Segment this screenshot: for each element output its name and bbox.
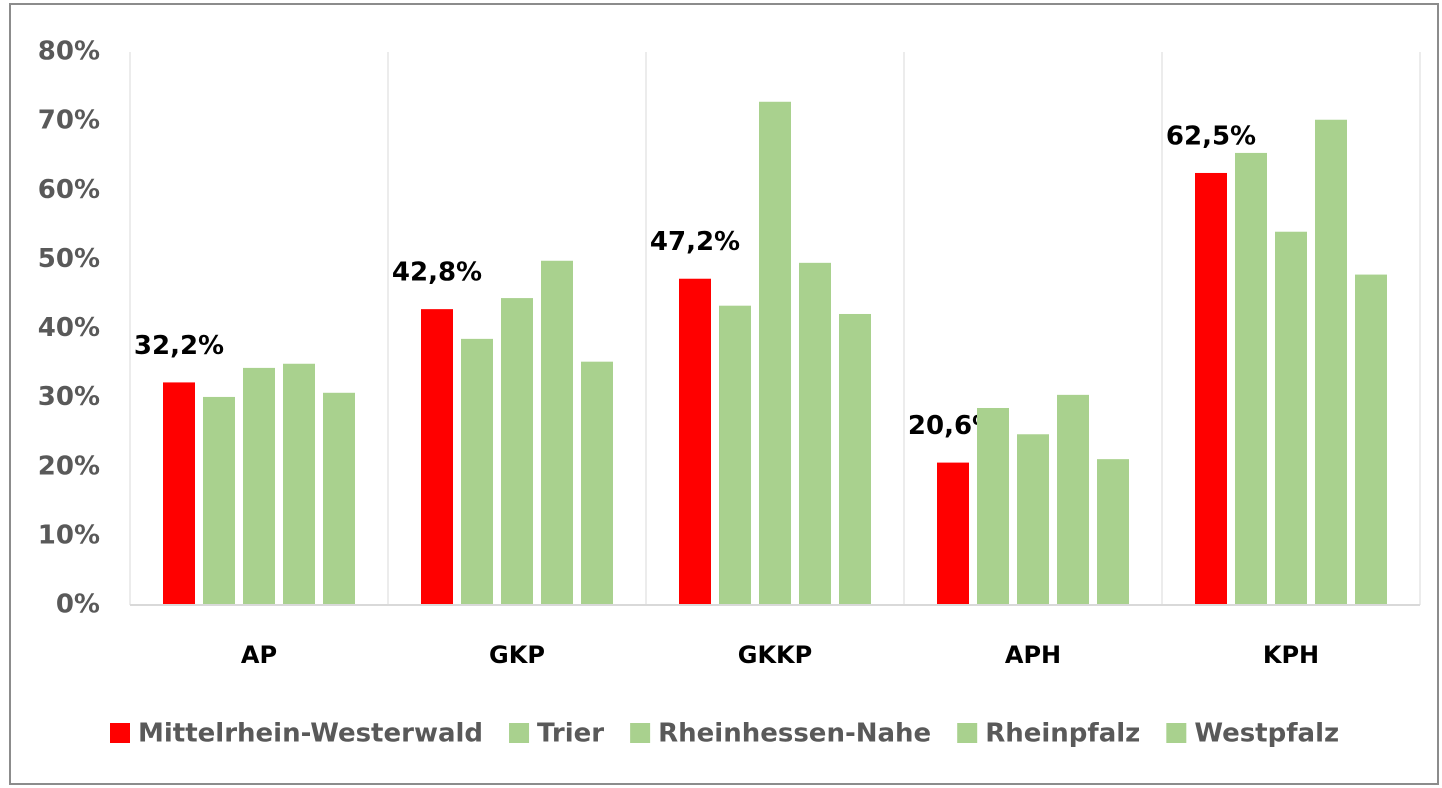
y-tick-label: 30%	[38, 382, 100, 412]
bar	[501, 298, 533, 605]
bar	[799, 262, 831, 605]
x-tick-label: AP	[241, 641, 277, 669]
bar	[1017, 434, 1049, 605]
y-tick-label: 0%	[56, 590, 100, 620]
legend-label: Trier	[537, 719, 604, 749]
bar	[283, 363, 315, 605]
legend-swatch	[957, 723, 978, 743]
x-tick-label: APH	[1005, 641, 1061, 669]
bar	[1275, 231, 1307, 605]
y-tick-label: 60%	[38, 175, 100, 205]
data-label: 42,8%	[392, 258, 482, 288]
bar	[163, 382, 195, 605]
y-tick-label: 20%	[38, 451, 100, 481]
bar	[1057, 394, 1089, 605]
legend-swatch	[110, 723, 130, 743]
bar	[759, 101, 791, 606]
bar	[1195, 172, 1227, 605]
legend-swatch	[630, 723, 651, 743]
bar	[243, 367, 275, 605]
data-label: 47,2%	[650, 227, 740, 257]
bar	[719, 305, 751, 605]
bar	[1097, 459, 1129, 605]
data-label: 32,2%	[134, 331, 224, 361]
x-tick-label: GKP	[489, 641, 545, 669]
bar	[1235, 152, 1267, 606]
bar	[679, 278, 711, 605]
legend-label: Rheinpfalz	[985, 719, 1140, 749]
bar	[541, 260, 573, 605]
y-tick-label: 50%	[38, 244, 100, 274]
bar	[937, 462, 969, 605]
legend-label: Westpfalz	[1194, 719, 1339, 749]
legend-swatch	[1166, 723, 1187, 743]
y-tick-label: 10%	[38, 520, 100, 550]
bar	[839, 313, 871, 605]
y-tick-label: 70%	[38, 106, 100, 136]
x-tick-label: KPH	[1263, 641, 1319, 669]
legend-swatch	[509, 723, 530, 743]
bar	[581, 361, 613, 605]
bar	[323, 392, 355, 605]
bar	[421, 309, 453, 605]
legend-label: Mittelrhein-Westerwald	[138, 719, 483, 749]
y-tick-label: 40%	[38, 313, 100, 343]
x-tick-label: GKKP	[738, 641, 812, 669]
bar	[1315, 119, 1347, 606]
y-tick-label: 80%	[38, 37, 100, 67]
bar	[461, 338, 493, 605]
legend-label: Rheinhessen-Nahe	[658, 719, 931, 749]
bar	[977, 407, 1009, 605]
bar	[203, 396, 235, 605]
bar	[1355, 274, 1387, 605]
data-label: 62,5%	[1166, 121, 1256, 151]
